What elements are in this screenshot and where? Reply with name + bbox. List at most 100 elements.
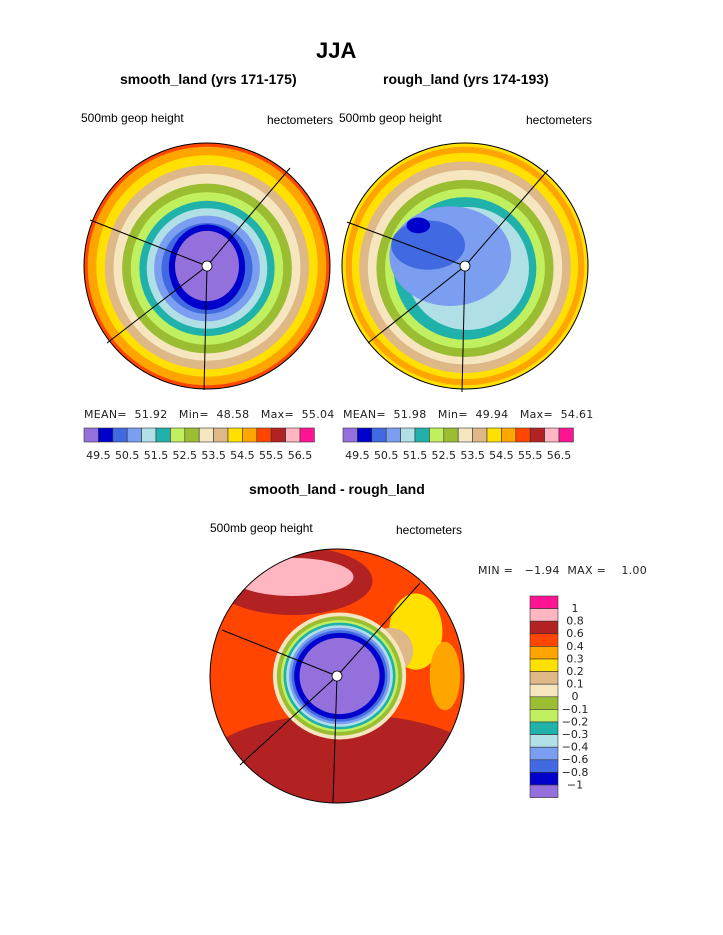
- colorbar-swatch: [529, 696, 559, 710]
- colorbar-swatch: [472, 427, 488, 443]
- colorbar-swatch: [126, 427, 142, 443]
- colorbar-tick-label: −0.4: [562, 741, 589, 754]
- colorbar-swatch: [400, 427, 416, 443]
- colorbar-tick-label: 52.5: [173, 449, 198, 462]
- panel1-stats: MEAN= 51.92 Min= 48.58 Max= 55.04: [84, 408, 335, 421]
- panel1-title: smooth_land (yrs 171-175): [120, 71, 297, 87]
- colorbar-tick-label: −0.1: [562, 703, 589, 716]
- colorbar-tick-label: −0.8: [562, 766, 589, 779]
- polar-map-2: [341, 142, 589, 393]
- colorbar-tick-label: 0.2: [566, 665, 584, 678]
- colorbar-tick-label: 50.5: [374, 449, 399, 462]
- colorbar-swatch: [141, 427, 157, 443]
- colorbar-swatch: [357, 427, 373, 443]
- colorbar-tick-label: −0.3: [562, 728, 589, 741]
- colorbar-swatch: [529, 633, 559, 647]
- panel2-variable: 500mb geop height: [339, 111, 442, 125]
- meridian-line: [336, 582, 421, 677]
- colorbar-swatch: [98, 427, 114, 443]
- colorbar-tick-label: −0.2: [562, 715, 589, 728]
- meridian-line: [332, 675, 338, 804]
- contour-band: [429, 641, 461, 711]
- colorbar-swatch: [184, 427, 200, 443]
- map-boundary: [341, 142, 589, 390]
- colorbar-swatch: [170, 427, 186, 443]
- colorbar-swatch: [112, 427, 128, 443]
- colorbar-tick-label: 0.8: [566, 615, 584, 628]
- polar-map-1: [83, 142, 331, 391]
- panel1-variable: 500mb geop height: [81, 111, 184, 125]
- pole-marker: [331, 670, 343, 682]
- colorbar-swatch: [256, 427, 272, 443]
- figure-title: JJA: [316, 38, 357, 63]
- colorbar-tick-label: 56.5: [288, 449, 313, 462]
- colorbar-swatch: [227, 427, 243, 443]
- colorbar-swatch: [457, 427, 473, 443]
- colorbar-swatch: [486, 427, 502, 443]
- colorbar-tick-label: −1: [567, 778, 583, 791]
- colorbar-swatch: [544, 427, 560, 443]
- colorbar-tick-label: 50.5: [115, 449, 140, 462]
- panel3-variable: 500mb geop height: [210, 521, 313, 535]
- colorbar-tick-label: 0.3: [566, 652, 584, 665]
- meridian-line: [206, 167, 291, 267]
- meridian-line: [367, 265, 466, 344]
- colorbar-swatch: [342, 427, 358, 443]
- contour-band: [391, 220, 465, 270]
- colorbar-swatch: [299, 427, 315, 443]
- panel3-title: smooth_land - rough_land: [249, 481, 425, 497]
- polar-map-3: [209, 548, 465, 804]
- colorbar-tick-label: 55.5: [259, 449, 284, 462]
- contour-band: [231, 557, 354, 596]
- colorbar-tick-label: 52.5: [432, 449, 457, 462]
- colorbar-tick-label: 55.5: [518, 449, 543, 462]
- colorbar-tick-label: 54.5: [489, 449, 514, 462]
- colorbar-swatch: [558, 427, 574, 443]
- meridian-line: [203, 265, 208, 391]
- colorbar-swatch: [529, 646, 559, 660]
- colorbar-swatch: [198, 427, 214, 443]
- colorbar-tick-label: 54.5: [230, 449, 255, 462]
- colorbar-swatch: [529, 746, 559, 761]
- colorbar-tick-label: 49.5: [86, 449, 111, 462]
- colorbar-swatch: [285, 427, 301, 443]
- colorbar-swatch: [385, 427, 401, 443]
- colorbar-swatch: [515, 427, 531, 443]
- colorbar-swatch: [414, 427, 430, 443]
- colorbar-swatch: [501, 427, 517, 443]
- colorbar-tick-label: 0.4: [566, 640, 584, 653]
- meridian-line: [89, 219, 208, 267]
- colorbar-swatch: [529, 784, 559, 798]
- colorbar-tick-label: 49.5: [345, 449, 370, 462]
- colorbar-tick-label: 56.5: [547, 449, 572, 462]
- colorbar-tick-label: 1: [572, 602, 579, 615]
- panel2-stats: MEAN= 51.98 Min= 49.94 Max= 54.61: [343, 408, 594, 421]
- pole-marker: [459, 260, 471, 272]
- colorbar-swatch: [371, 427, 387, 443]
- map-boundary: [209, 548, 465, 804]
- meridian-line: [461, 265, 466, 393]
- panel2-title: rough_land (yrs 174-193): [383, 71, 549, 87]
- colorbar-tick-label: 53.5: [201, 449, 226, 462]
- panel3-stats: MIN = −1.94 MAX = 1.00: [478, 564, 648, 577]
- colorbar-tick-label: 53.5: [460, 449, 485, 462]
- colorbar-tick-label: 0: [572, 690, 579, 703]
- panel2-units: hectometers: [526, 113, 593, 127]
- colorbar-tick-label: 51.5: [144, 449, 169, 462]
- colorbar-swatch: [529, 671, 559, 685]
- colorbar-swatch: [529, 595, 559, 609]
- meridian-line: [239, 675, 338, 766]
- colorbar-tick-label: 0.6: [566, 627, 584, 640]
- colorbar-swatch: [529, 709, 559, 723]
- colorbar-tick-label: −0.6: [562, 753, 589, 766]
- contour-band: [406, 217, 431, 234]
- colorbar-swatch: [529, 772, 559, 786]
- map-boundary: [83, 142, 331, 390]
- colorbar-swatch: [529, 658, 559, 672]
- colorbar-swatch: [529, 608, 559, 622]
- panel1-units: hectometers: [267, 113, 334, 127]
- colorbar-swatch: [155, 427, 171, 443]
- colorbar-tick-label: 51.5: [403, 449, 428, 462]
